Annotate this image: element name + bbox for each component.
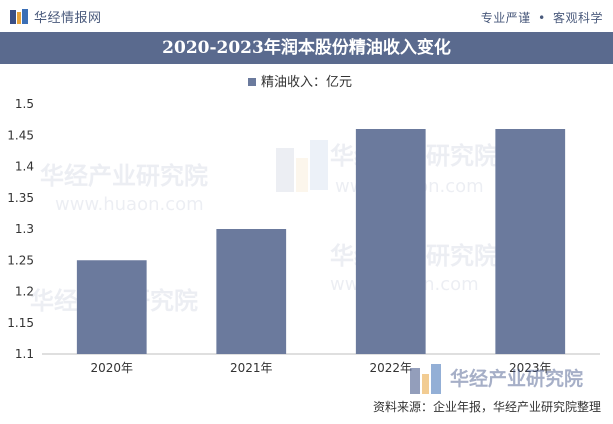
slogan-left: 专业严谨	[480, 11, 531, 25]
x-tick-label: 2020年	[90, 361, 133, 375]
header-bar: 华经情报网 专业严谨 • 客观科学	[0, 0, 613, 32]
bar	[495, 129, 566, 354]
watermark-text: 华经产业研究院	[40, 162, 208, 190]
y-tick-label: 1.2	[15, 285, 34, 299]
y-tick-label: 1.5	[15, 97, 34, 111]
legend: 精油收入：亿元	[248, 75, 352, 90]
bottom-logo-icon	[410, 364, 441, 394]
slogan-separator: •	[538, 11, 546, 25]
x-tick-label: 2023年	[509, 361, 552, 375]
slogan-right: 客观科学	[552, 11, 603, 25]
bar-chart: 精油收入：亿元 华经产业研究院 www.huaon.com 华经产业研究院 ww…	[7, 75, 600, 394]
bottom-watermark: 华经产业研究院	[410, 364, 583, 394]
brand-name: 华经情报网	[34, 11, 102, 26]
bar	[216, 229, 287, 354]
watermark-url: www.huaon.com	[55, 194, 204, 215]
y-tick-label: 1.15	[7, 316, 34, 330]
x-tick-label: 2021年	[230, 361, 273, 375]
x-tick-label: 2022年	[369, 361, 412, 375]
chart-title: 2020-2023年润本股份精油收入变化	[0, 32, 613, 64]
y-tick-label: 1.25	[7, 253, 34, 267]
y-tick-label: 1.45	[7, 128, 34, 142]
y-tick-label: 1.35	[7, 191, 34, 205]
bar	[76, 260, 147, 354]
y-tick-label: 1.3	[15, 222, 34, 236]
watermark-logo-icon	[276, 140, 328, 192]
brand: 华经情报网	[10, 7, 102, 26]
bar	[355, 129, 426, 354]
legend-swatch	[248, 78, 256, 86]
y-tick-label: 1.4	[15, 160, 34, 174]
logo-icon	[10, 8, 28, 24]
bottom-watermark-text: 华经产业研究院	[450, 367, 583, 390]
x-axis: 2020年 2021年 2022年 2023年	[90, 361, 551, 375]
source-note: 资料来源：企业年报，华经产业研究院整理	[372, 400, 601, 414]
legend-label: 精油收入：亿元	[261, 75, 352, 90]
bar-series	[76, 129, 566, 354]
slogan: 专业严谨 • 客观科学	[481, 9, 603, 26]
y-tick-label: 1.1	[15, 347, 34, 361]
